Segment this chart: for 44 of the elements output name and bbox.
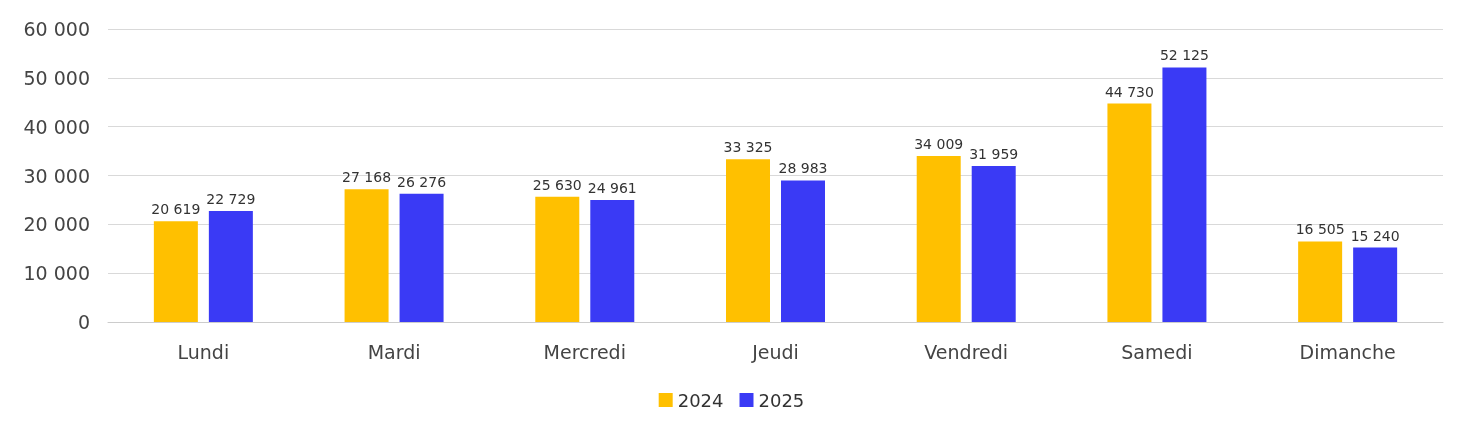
y-tick-label: 40 000: [23, 115, 90, 138]
legend-label: 2024: [677, 389, 724, 411]
bar: [399, 193, 444, 322]
data-label: 33 325: [723, 139, 773, 156]
y-tick-label: 0: [77, 311, 90, 333]
y-tick-label: 50 000: [23, 66, 90, 89]
bar: [1353, 247, 1398, 322]
y-tick-label: 10 000: [23, 262, 90, 285]
bar: [590, 200, 635, 322]
bar: [781, 180, 825, 322]
x-tick-label: Lundi: [177, 340, 230, 363]
data-label: 20 619: [151, 201, 201, 218]
data-label: 16 505: [1295, 221, 1345, 238]
data-label: 26 276: [397, 173, 447, 190]
y-tick-label: 30 000: [23, 164, 90, 187]
bar: [1298, 241, 1343, 322]
data-label: 28 983: [778, 160, 828, 177]
data-label: 25 630: [532, 176, 582, 193]
data-label: 24 961: [587, 180, 637, 197]
data-label: 27 168: [342, 169, 392, 186]
bar: [916, 155, 961, 322]
bar: [153, 221, 198, 322]
x-tick-label: Jeudi: [751, 340, 799, 363]
bar: [971, 165, 1016, 322]
bar: [1162, 67, 1207, 322]
x-tick-label: Vendredi: [924, 340, 1009, 363]
y-tick-label: 60 000: [23, 18, 90, 40]
x-tick-label: Dimanche: [1299, 340, 1396, 363]
data-label: 34 009: [914, 135, 964, 152]
x-tick-label: Samedi: [1121, 340, 1193, 363]
legend-label: 2025: [758, 389, 805, 411]
bar: [344, 189, 389, 322]
x-tick-label: Mercredi: [543, 340, 626, 363]
data-label: 22 729: [206, 191, 256, 208]
data-label: 31 959: [969, 145, 1019, 162]
bar: [1107, 103, 1152, 322]
bar: [208, 211, 253, 322]
bar: [726, 159, 770, 322]
x-tick-label: Mardi: [367, 340, 421, 363]
data-label: 52 125: [1159, 47, 1209, 64]
data-label: 44 730: [1104, 83, 1154, 100]
bar: [535, 196, 580, 322]
data-label: 15 240: [1350, 227, 1400, 244]
y-tick-label: 20 000: [23, 213, 90, 236]
